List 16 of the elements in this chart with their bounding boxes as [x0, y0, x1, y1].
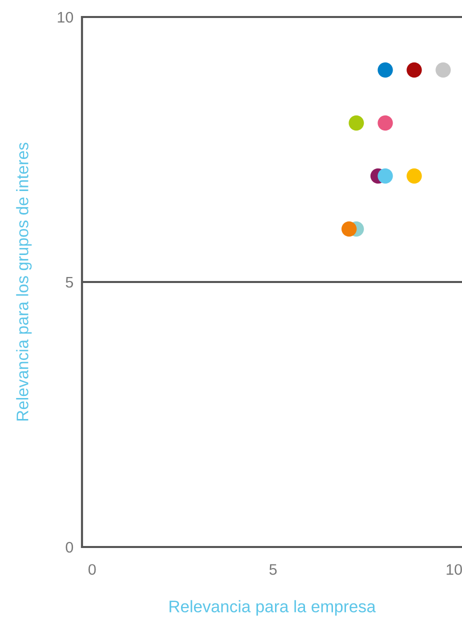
point: [378, 168, 393, 184]
point: [378, 115, 393, 131]
point: [436, 62, 451, 78]
point: [378, 62, 393, 78]
x-tick-label: 0: [88, 564, 96, 575]
point: [406, 168, 422, 184]
y-tick-label: 10: [58, 12, 74, 23]
x-tick-label: 5: [269, 564, 277, 575]
point: [341, 221, 357, 237]
x-tick-label: 10: [446, 564, 462, 575]
y-axis-title: Relevancia para los grupos de interes: [16, 142, 32, 421]
y-tick-label: 0: [66, 542, 74, 553]
x-axis-title: Relevancia para la empresa: [170, 600, 376, 616]
point: [348, 115, 364, 131]
y-tick-label: 5: [66, 277, 74, 288]
point: [406, 62, 422, 78]
